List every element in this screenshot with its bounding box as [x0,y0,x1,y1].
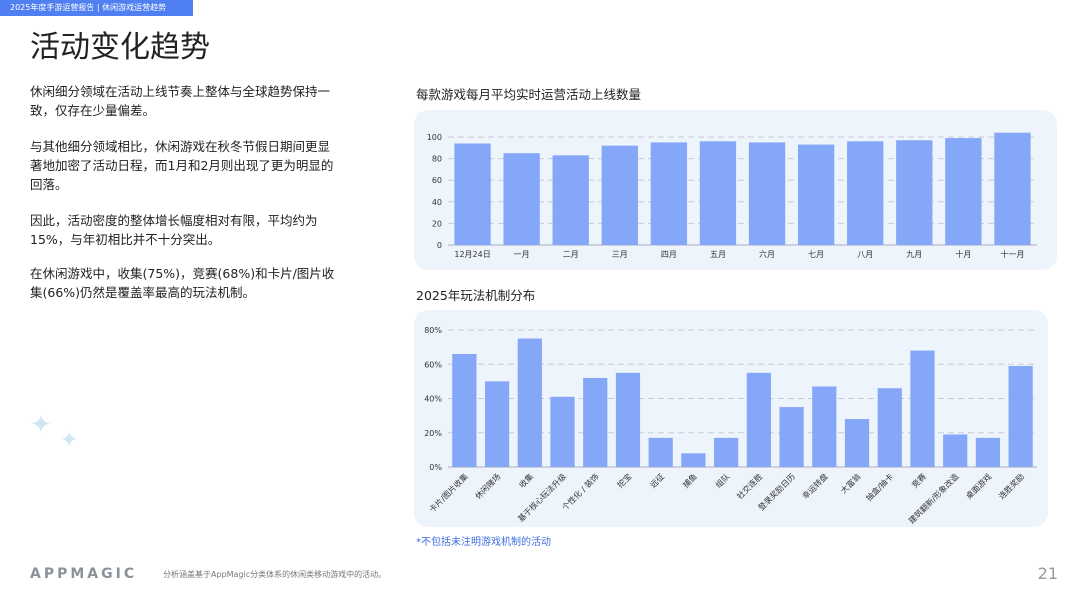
bar [503,153,540,245]
bar [1008,365,1033,467]
y-tick-label: 20 [432,219,442,228]
bar [699,141,737,245]
x-tick-label: 休闲赌场 [473,471,503,501]
bar [550,396,575,467]
bar [877,388,902,467]
bar [681,453,706,467]
x-tick-label: 六月 [759,249,775,259]
y-tick-label: 100 [427,133,442,142]
chart-title-monthly: 每款游戏每月平均实时运营活动上线数量 [416,87,642,102]
chart-title-mechanics: 2025年玩法机制分布 [416,288,536,303]
bar [648,437,673,467]
footer-note: 分析涵盖基于AppMagic分类体系的休闲类移动游戏中的活动。 [163,570,387,579]
bar [583,377,608,467]
report-tag: 2025年度手游运营报告 | 休闲游戏运营趋势 [0,0,193,16]
bar [994,132,1031,245]
x-tick-label: 挖宝 [615,471,633,489]
bar [812,386,837,467]
bar [910,350,935,467]
bar [484,381,510,467]
bar [975,437,1001,467]
x-tick-label: 捕鱼 [680,471,698,489]
bar [601,145,638,245]
x-tick-label: 连胜奖励 [996,471,1026,501]
x-tick-label: 九月 [906,250,922,259]
bar [943,434,968,467]
x-tick-label: 五月 [710,250,726,259]
x-tick-label: 四月 [661,250,677,259]
x-tick-label: 二月 [563,250,579,259]
x-tick-label: 竞赛 [910,471,928,489]
y-tick-label: 60% [424,360,442,369]
x-tick-label: 十一月 [1000,249,1024,259]
x-tick-label: 十月 [955,249,971,259]
x-tick-label: 八月 [857,250,873,259]
bar [552,155,589,245]
paragraph: 因此，活动密度的整体增长幅度相对有限，平均约为15%，与年初相比并不十分突出。 [30,213,318,247]
chart-footnote: *不包括未注明游戏机制的活动 [416,537,551,548]
bar [847,141,884,245]
x-tick-label: 三月 [612,250,628,259]
bar [615,372,641,467]
x-tick-label: 大富翁 [838,471,862,495]
sparkle-icon: ✦ [60,428,79,453]
bar [517,338,542,467]
sparkle-icon: ✦ [30,410,52,440]
y-tick-label: 40 [432,198,442,207]
bar [844,419,870,467]
x-tick-label: 抽盒/抽卡 [864,471,896,503]
y-tick-label: 60 [432,176,442,185]
page-number: 21 [1037,564,1058,583]
y-tick-label: 80% [424,326,442,335]
x-tick-label: 社交连胜 [735,471,765,501]
x-tick-label: 桌面游戏 [964,471,994,501]
bar [452,353,477,467]
paragraph: 休闲细分领域在活动上线节奏上整体与全球趋势保持一致，仅存在少量偏差。 [30,84,331,118]
x-tick-label: 收集 [517,471,535,489]
x-tick-label: 幸运转盘 [800,471,830,501]
x-tick-label: 卡片/图片收集 [427,471,470,514]
y-tick-label: 0 [437,241,442,250]
bar [896,140,933,245]
paragraph: 在休闲游戏中，收集(75%)，竞赛(68%)和卡片/图片收集(66%)仍然是覆盖… [30,266,335,300]
bar [714,437,739,467]
x-tick-label: 12月24日 [454,250,490,259]
bar [797,144,835,245]
paragraph: 与其他细分领域相比，休闲游戏在秋冬节假日期间更显著地加密了活动日程，而1月和2月… [30,139,334,192]
y-tick-label: 20% [424,429,442,438]
bar [746,372,771,467]
y-tick-label: 40% [424,395,442,404]
bar [945,138,982,245]
bar [454,143,491,245]
x-tick-label: 远征 [648,471,666,489]
page-title: 活动变化趋势 [30,30,210,65]
bar [650,142,688,245]
y-tick-label: 80 [432,155,442,164]
bar [748,142,786,245]
appmagic-logo: APPMAGIC [30,566,138,582]
y-tick-label: 0% [429,463,442,472]
bar [779,407,804,467]
x-tick-label: 组队 [713,471,731,489]
x-tick-label: 七月 [808,250,824,259]
x-tick-label: 一月 [514,250,530,259]
